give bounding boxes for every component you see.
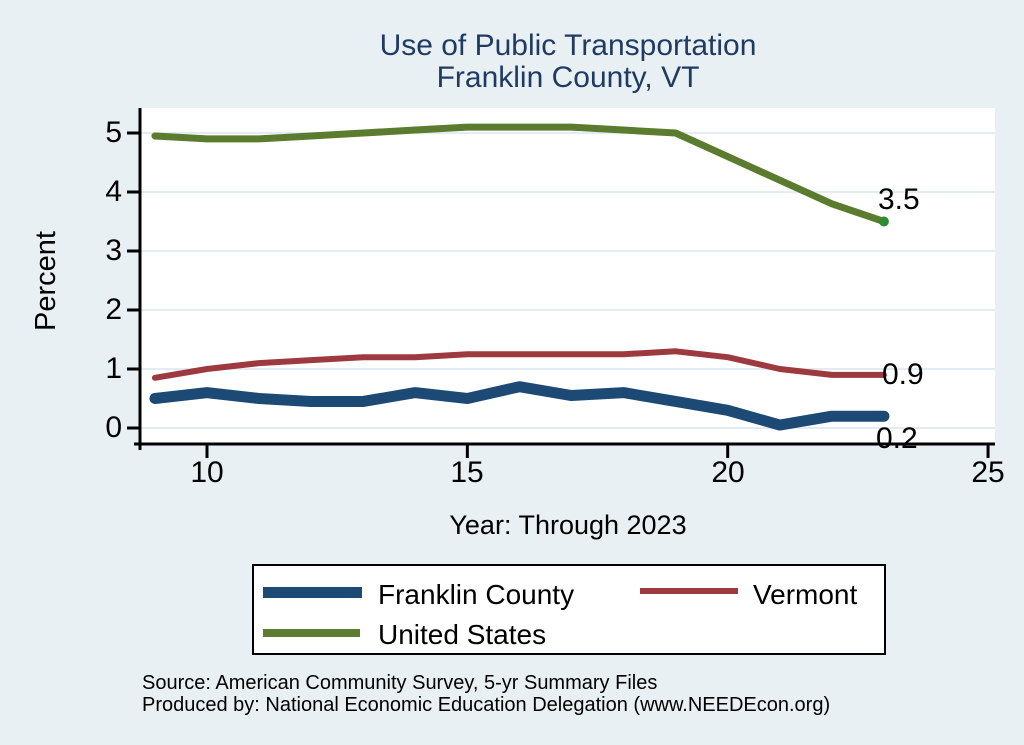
source-note: Source: American Community Survey, 5-yr …: [142, 672, 658, 694]
producer-note: Produced by: National Economic Education…: [142, 694, 831, 716]
x-axis-title: Year: Through 2023: [449, 510, 687, 540]
legend-swatch-united-states: [263, 629, 360, 637]
y-tick-label-5: 5: [105, 116, 122, 149]
chart-title: Use of Public Transportation: [379, 29, 757, 62]
y-tick-label-2: 2: [105, 293, 122, 326]
x-tick-label-10: 10: [190, 456, 224, 489]
y-tick-label-4: 4: [105, 175, 122, 208]
legend-label-vermont: Vermont: [753, 579, 858, 610]
x-tick-label-25: 25: [971, 456, 1005, 489]
legend-swatch-franklin-county: [263, 587, 362, 598]
chart-subtitle: Franklin County, VT: [436, 61, 700, 94]
legend: [252, 564, 886, 655]
x-tick-label-20: 20: [711, 456, 745, 489]
legend-label-united-states: United States: [378, 619, 547, 650]
x-tick-label-15: 15: [450, 456, 484, 489]
end-value-label-vermont: 0.9: [882, 358, 924, 391]
y-tick-label-1: 1: [105, 352, 122, 385]
y-tick-label-0: 0: [105, 411, 122, 444]
legend-swatch-vermont: [640, 588, 738, 594]
end-value-label-united-states: 3.5: [878, 183, 920, 216]
y-axis-title: Percent: [30, 231, 62, 331]
legend-label-franklin-county: Franklin County: [378, 579, 575, 610]
end-value-label-franklin-county: 0.2: [876, 422, 918, 455]
y-tick-label-3: 3: [105, 234, 122, 267]
